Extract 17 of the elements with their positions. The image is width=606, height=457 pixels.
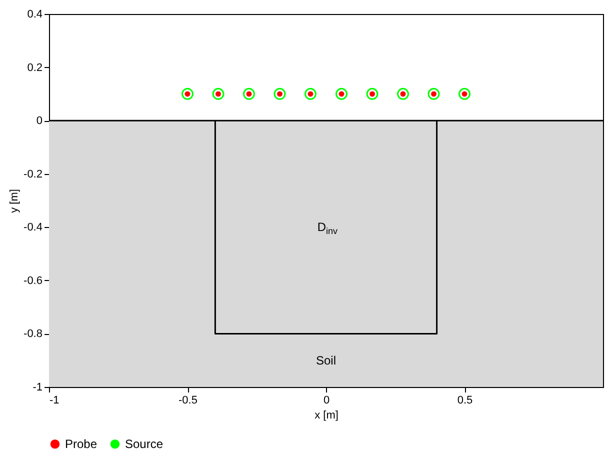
y-axis-title: y [m] [8, 189, 21, 213]
y-tick-label: -0.6 [24, 274, 42, 287]
x-axis-title: x [m] [314, 410, 338, 422]
x-tick-label: 0.5 [457, 394, 473, 406]
y-tick-label: 0.4 [27, 8, 42, 20]
x-tick-label: 0 [323, 394, 330, 406]
y-tick-label: 0 [36, 115, 42, 128]
y-tick-label: -1 [32, 382, 42, 394]
y-tick-label: -0.4 [24, 222, 42, 234]
band-label: Soil [316, 353, 336, 368]
legend-label: Probe [65, 437, 98, 452]
y-tick-label: -0.8 [24, 328, 42, 340]
y-tick-label: -0.2 [24, 168, 42, 180]
x-tick-label: -0.5 [178, 394, 198, 406]
x-tick-label: -1 [50, 394, 60, 406]
legend-label: Source [125, 437, 164, 452]
y-tick-label: 0.2 [27, 62, 42, 74]
